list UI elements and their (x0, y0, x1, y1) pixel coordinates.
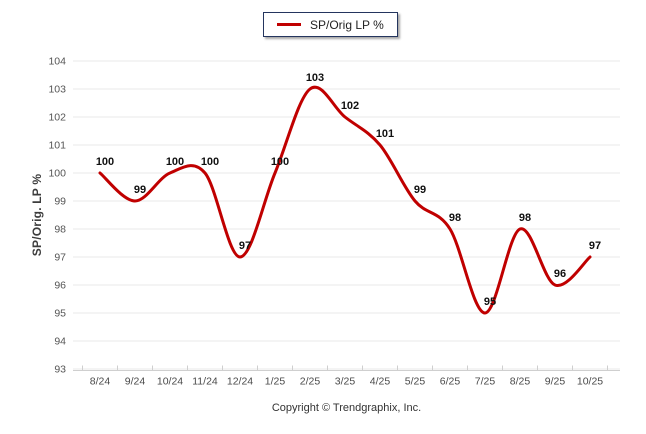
x-tick-label: 7/25 (475, 376, 496, 388)
data-point-label: 96 (554, 268, 566, 280)
y-tick-label: 100 (48, 168, 66, 180)
legend: SP/Orig LP % (263, 12, 398, 37)
legend-line-sample-icon (277, 23, 301, 26)
data-point-label: 99 (134, 184, 146, 196)
x-tick-label: 1/25 (265, 376, 286, 388)
y-tick-label: 102 (48, 112, 66, 124)
data-point-label: 99 (414, 184, 426, 196)
y-tick-label: 99 (54, 196, 66, 208)
data-point-label: 101 (376, 128, 394, 140)
x-tick-label: 12/24 (227, 376, 253, 388)
x-tick-label: 5/25 (405, 376, 426, 388)
data-point-label: 100 (271, 156, 289, 168)
y-tick-label: 98 (54, 224, 66, 236)
x-tick-label: 9/24 (125, 376, 146, 388)
data-point-label: 102 (341, 100, 359, 112)
x-tick-label: 10/25 (577, 376, 603, 388)
x-tick-label: 4/25 (370, 376, 391, 388)
data-point-label: 98 (519, 212, 531, 224)
y-tick-label: 97 (54, 252, 66, 264)
y-tick-label: 96 (54, 280, 66, 292)
y-tick-label: 93 (54, 364, 66, 376)
y-tick-label: 103 (48, 84, 66, 96)
x-tick-label: 8/25 (510, 376, 531, 388)
x-tick-label: 2/25 (300, 376, 321, 388)
data-point-label: 103 (306, 72, 324, 84)
y-tick-label: 95 (54, 308, 66, 320)
y-tick-label: 101 (48, 140, 66, 152)
x-tick-label: 6/25 (440, 376, 461, 388)
series-line (98, 85, 592, 315)
x-tick-label: 10/24 (157, 376, 183, 388)
x-tick-label: 9/25 (545, 376, 566, 388)
data-point-label: 100 (96, 156, 114, 168)
y-tick-label: 94 (54, 336, 66, 348)
y-tick-label: 104 (48, 56, 66, 68)
x-tick-label: 11/24 (192, 376, 218, 388)
x-tick-label: 3/25 (335, 376, 356, 388)
data-point-label: 100 (166, 156, 184, 168)
legend-label: SP/Orig LP % (310, 17, 384, 32)
data-point-label: 95 (484, 296, 496, 308)
data-point-label: 97 (589, 240, 601, 252)
data-point-label: 97 (239, 240, 251, 252)
copyright-text: Copyright © Trendgraphix, Inc. (271, 402, 422, 414)
data-point-label: 100 (201, 156, 219, 168)
x-tick-label: 8/24 (90, 376, 111, 388)
data-point-label: 98 (449, 212, 461, 224)
